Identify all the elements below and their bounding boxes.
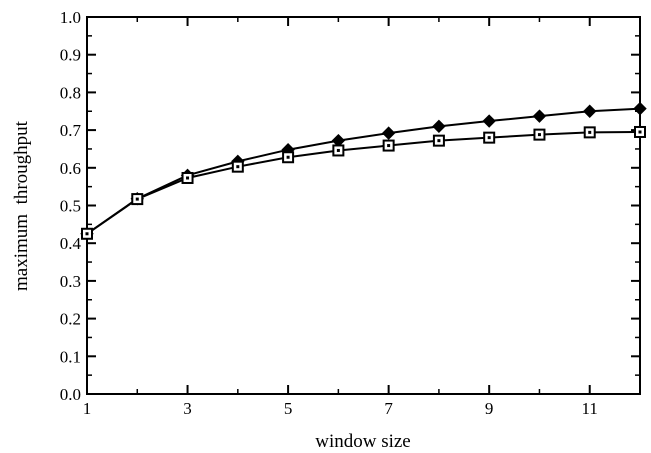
data-point-diamond [381, 126, 396, 140]
y-tick-label: 1.0 [60, 8, 81, 27]
data-point-square-dot [336, 148, 340, 152]
data-point-diamond [583, 104, 597, 118]
tick-labels: 0.0 0.1 0.2 0.3 0.4 0.5 0.6 0.7 0.8 0.9 1.0 1 3 5 7 9 11 [60, 8, 598, 418]
series-1 [80, 101, 647, 241]
y-tick-label: 0.3 [60, 272, 81, 291]
data-point-square-dot [437, 139, 441, 143]
data-point-diamond [633, 101, 647, 116]
data-point-square-dot [588, 130, 592, 134]
x-axis-title: window size [315, 431, 411, 452]
series-layer [80, 101, 647, 241]
x-tick-label: 7 [384, 399, 393, 418]
x-tick-label: 9 [485, 399, 494, 418]
data-point-square-dot [638, 130, 642, 134]
data-point-square-dot [135, 197, 139, 201]
y-tick-label: 0.6 [60, 159, 81, 178]
series-2 [81, 125, 646, 240]
series-line [86, 130, 641, 235]
data-point-square-dot [236, 165, 240, 169]
y-tick-label: 0.2 [60, 310, 81, 329]
y-tick-label: 0.5 [60, 197, 81, 216]
data-point-diamond [432, 119, 446, 134]
y-tick-label: 0.8 [60, 83, 81, 102]
data-point-square-dot [286, 155, 290, 159]
y-axis-title: maximum throughput [11, 120, 32, 291]
x-tick-label: 11 [582, 399, 598, 418]
y-tick-label: 0.9 [60, 46, 81, 65]
data-point-square-dot [537, 133, 541, 137]
x-tick-label: 5 [284, 399, 293, 418]
data-point-square-dot [487, 136, 491, 140]
data-point-square-dot [387, 144, 391, 148]
axis-ticks [86, 16, 641, 395]
plot-frame [86, 16, 641, 395]
y-tick-label: 0.0 [60, 385, 81, 404]
data-point-diamond [482, 114, 496, 128]
series-line [86, 107, 641, 235]
y-tick-label: 0.4 [60, 234, 82, 253]
data-point-diamond [532, 109, 547, 123]
y-tick-label: 0.7 [60, 121, 82, 140]
x-tick-label: 3 [183, 399, 192, 418]
data-point-square-dot [85, 232, 89, 236]
x-tick-label: 1 [83, 399, 92, 418]
data-point-square-dot [186, 176, 190, 180]
y-tick-label: 0.1 [60, 347, 81, 366]
